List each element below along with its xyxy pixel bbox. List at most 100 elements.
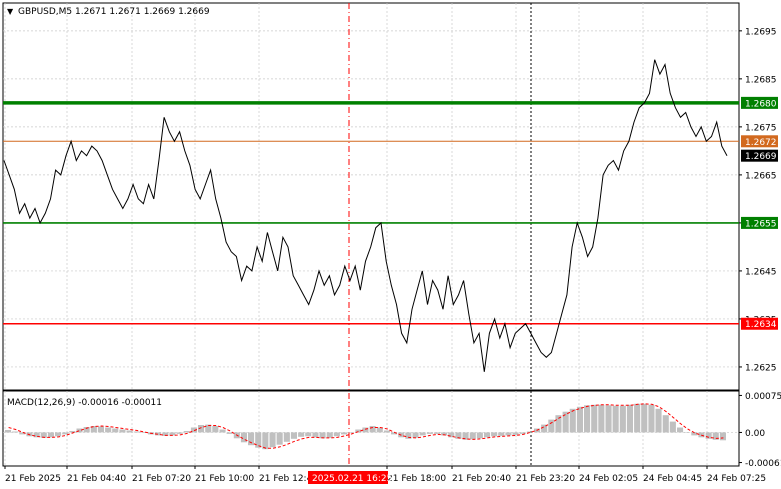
price-tick-label: 1.2625 [745, 363, 777, 373]
macd-histogram-bar [362, 427, 369, 433]
main-chart-frame [2, 2, 740, 391]
macd-histogram-bar [584, 405, 591, 433]
macd-histogram-bar [505, 432, 512, 436]
macd-indicator [5, 403, 726, 450]
time-tick-label: 21 Feb 10:00 [195, 474, 254, 484]
macd-histogram-bar [648, 404, 655, 433]
macd-histogram-bar [176, 432, 183, 434]
macd-histogram-bar [426, 432, 433, 434]
macd-histogram-bar [519, 432, 526, 434]
price-tick-label: 1.2645 [745, 267, 777, 277]
macd-histogram-bar [105, 427, 112, 433]
macd-tick-label: 0.00075 [745, 392, 781, 402]
macd-histogram-bar [333, 432, 340, 437]
time-cursor-label-bg [308, 471, 388, 484]
time-tick-label: 24 Feb 07:25 [707, 474, 766, 484]
macd-histogram-bar [47, 432, 54, 438]
level-label: 1.2669 [745, 152, 777, 162]
macd-histogram-bar [198, 425, 205, 433]
macd-histogram-bar [548, 419, 555, 433]
macd-histogram-bar [5, 430, 12, 433]
macd-histogram-bar [341, 432, 348, 435]
level-label: 1.2680 [745, 99, 777, 109]
macd-histogram-bar [112, 428, 119, 433]
macd-tick-label: -0.00061 [745, 459, 781, 469]
macd-histogram-bar [634, 403, 641, 433]
macd-histogram-bar [462, 432, 469, 440]
macd-histogram-bar [348, 432, 355, 433]
macd-histogram-bar [326, 432, 333, 438]
macd-histogram-bar [555, 415, 562, 433]
macd-histogram-bar [376, 427, 383, 433]
macd-histogram-bar [33, 432, 40, 438]
macd-histogram-bar [433, 432, 440, 434]
macd-histogram-bar [619, 405, 626, 433]
macd-histogram-bar [76, 428, 83, 433]
macd-histogram-bar [412, 432, 419, 438]
macd-histogram-bar [12, 431, 19, 433]
price-tick-label: 1.2675 [745, 123, 777, 133]
macd-histogram-bar [655, 408, 662, 433]
level-label-bg [741, 96, 778, 109]
time-tick-label: 21 Feb 07:20 [132, 474, 191, 484]
price-tick-label: 1.2665 [745, 171, 777, 181]
macd-histogram-bar [305, 432, 312, 437]
time-tick-label: 21 Feb 20:40 [452, 474, 511, 484]
macd-tick-label: 0.00 [745, 429, 765, 439]
macd-histogram-bar [498, 432, 505, 436]
macd-histogram-bar [576, 406, 583, 433]
price-tick-label: 1.2695 [745, 27, 777, 37]
macd-histogram-bar [405, 432, 412, 439]
macd-histogram-bar [662, 415, 669, 433]
price-series [3, 59, 728, 372]
macd-histogram-bar [391, 432, 398, 435]
macd-histogram-bar [312, 432, 319, 438]
macd-histogram-bar [455, 432, 462, 439]
macd-histogram-bar [162, 432, 169, 436]
macd-histogram-bar [541, 424, 548, 433]
macd-histogram-bar [491, 432, 498, 437]
macd-histogram-bar [140, 432, 147, 433]
macd-histogram-bar [319, 432, 326, 439]
macd-histogram-bar [419, 432, 426, 436]
macd-histogram-bar [183, 431, 190, 433]
macd-histogram-bar [133, 431, 140, 433]
horizontal-levels [3, 101, 739, 325]
macd-histogram-bar [19, 432, 26, 435]
macd-histogram-bar [448, 432, 455, 438]
chart-title: GBPUSD,M5 1.2671 1.2671 1.2669 1.2669 [18, 7, 210, 17]
macd-histogram-bar [283, 432, 290, 442]
level-label-bg [741, 216, 778, 229]
macd-histogram-bar [298, 432, 305, 437]
macd-histogram-bar [677, 427, 684, 433]
macd-histogram-bar [90, 426, 97, 433]
level-label: 1.2655 [745, 219, 777, 229]
macd-histogram-bar [669, 421, 676, 433]
macd-histogram-bar [290, 432, 297, 439]
time-tick-label: 24 Feb 04:45 [643, 474, 702, 484]
macd-histogram-bar [705, 432, 712, 439]
macd-histogram-bar [562, 411, 569, 433]
symbol-marker-icon[interactable]: ▼ [7, 7, 14, 16]
time-tick-label: 21 Feb 18:00 [387, 474, 446, 484]
macd-label: MACD(12,26,9) -0.00016 -0.00011 [7, 398, 162, 408]
level-label: 1.2634 [745, 320, 777, 330]
macd-signal-line [8, 403, 724, 449]
level-label-bg [741, 149, 778, 162]
axes: 1.2695 1.2685 1.2675 1.2665 1.2655 1.2645 1.26… [4, 27, 781, 484]
macd-histogram-bar [40, 432, 47, 438]
time-tick-label: 21 Feb 23:20 [516, 474, 575, 484]
macd-histogram-bar [119, 429, 126, 433]
macd-histogram-bar [691, 432, 698, 436]
level-label: 1.2672 [745, 138, 777, 148]
time-tick-label: 24 Feb 02:05 [579, 474, 638, 484]
macd-histogram-bar [219, 429, 226, 433]
vertical-markers [348, 3, 532, 466]
macd-histogram-bar [126, 430, 133, 433]
macd-histogram-bar [605, 405, 612, 433]
macd-histogram-bar [248, 432, 255, 446]
price-tick-label: 1.2685 [745, 75, 777, 85]
macd-histogram-bar [598, 404, 605, 433]
macd-histogram-bar [612, 405, 619, 433]
